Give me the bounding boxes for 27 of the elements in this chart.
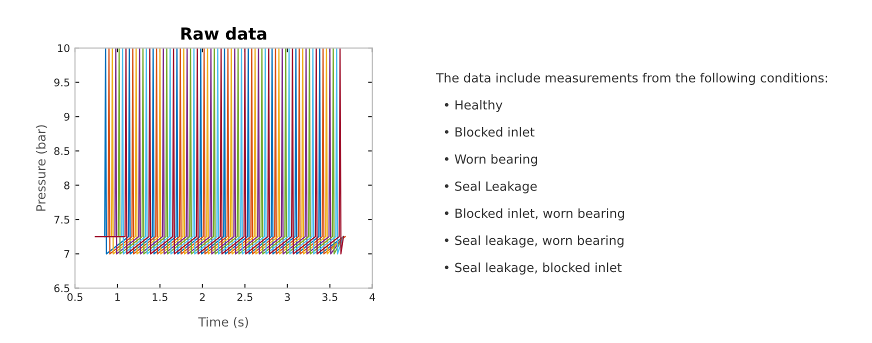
text: • Seal leakage, blocked inlet bbox=[444, 262, 622, 275]
text: • Seal leakage, worn bearing bbox=[444, 235, 624, 248]
y-tick-label: 8 bbox=[64, 181, 70, 190]
x-tick-label: 1.5 bbox=[152, 293, 168, 302]
text: • Blocked inlet, worn bearing bbox=[444, 208, 624, 220]
x-tick-label: 2 bbox=[200, 293, 205, 301]
text: • Healthy bbox=[444, 100, 502, 112]
y-axis-title: Pressure (bar) bbox=[36, 125, 48, 211]
y-tick-label: 8.5 bbox=[54, 147, 70, 156]
text: • Blocked inlet bbox=[444, 127, 534, 137]
text: • Seal Leakage bbox=[444, 181, 537, 194]
x-axis-title: Time (s) bbox=[198, 316, 248, 328]
chart-title: Raw data bbox=[181, 27, 266, 40]
y-tick-label: 7 bbox=[64, 250, 70, 258]
x-tick-label: 3.5 bbox=[322, 293, 338, 302]
x-tick-label: 0.5 bbox=[67, 293, 82, 302]
text: The data include measurements from the following conditions: bbox=[436, 72, 828, 85]
text: • Worn bearing bbox=[444, 154, 538, 166]
x-tick-label: 1 bbox=[115, 293, 120, 301]
y-tick-label: 9.5 bbox=[54, 78, 70, 86]
x-tick-label: 2.5 bbox=[237, 293, 252, 302]
x-tick-label: 4 bbox=[370, 293, 376, 301]
y-tick-label: 9 bbox=[64, 112, 70, 121]
y-tick-label: 10 bbox=[58, 44, 70, 52]
x-tick-label: 3 bbox=[284, 293, 290, 302]
y-tick-label: 7.5 bbox=[54, 216, 70, 224]
y-tick-label: 6.5 bbox=[54, 284, 70, 292]
